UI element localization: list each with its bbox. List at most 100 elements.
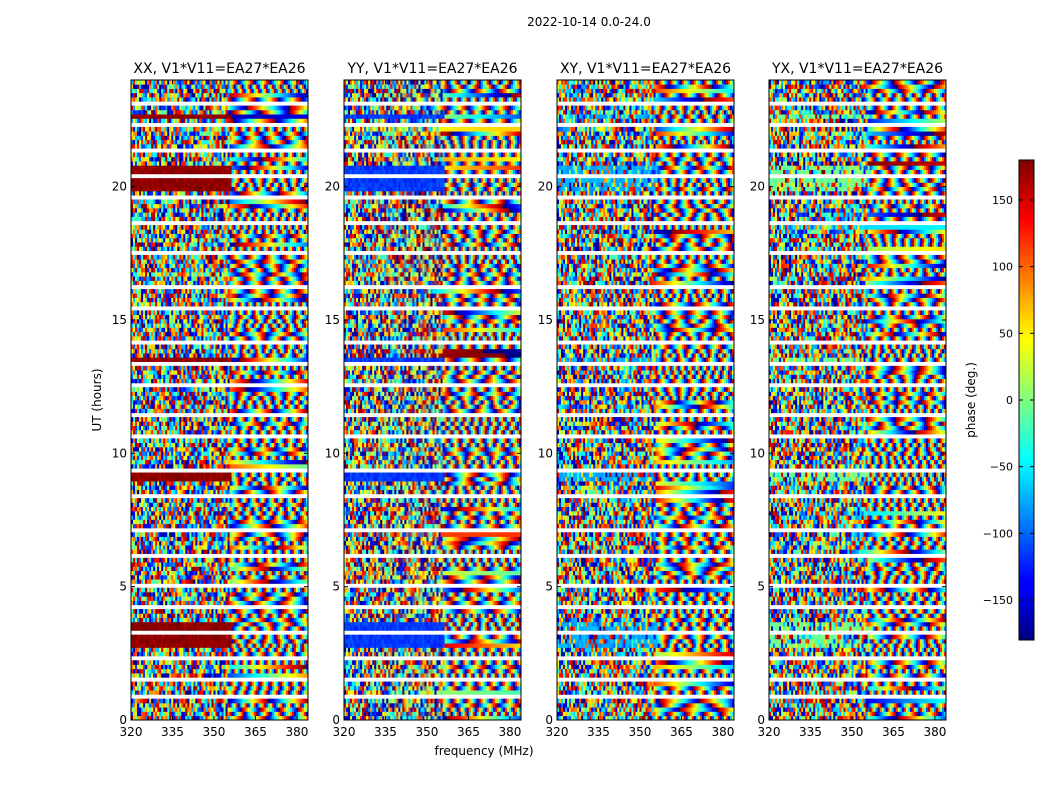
phase-cell xyxy=(167,686,169,691)
phase-cell xyxy=(238,711,240,716)
phase-cell xyxy=(272,711,274,716)
phase-cell xyxy=(270,711,272,716)
phase-cell xyxy=(199,711,201,716)
phase-cell xyxy=(290,686,292,691)
phase-cell xyxy=(260,707,262,712)
phase-cell xyxy=(302,711,304,716)
phase-cell xyxy=(149,699,151,704)
phase-cell xyxy=(296,686,298,691)
phase-cell xyxy=(220,690,222,695)
phase-cell xyxy=(244,711,246,716)
phase-cell xyxy=(276,711,278,716)
phase-cell xyxy=(173,711,175,716)
phase-cell xyxy=(157,699,159,704)
phase-cell xyxy=(290,711,292,716)
phase-cell xyxy=(217,703,219,708)
phase-cell xyxy=(228,690,230,695)
phase-cell xyxy=(260,699,262,704)
phase-cell xyxy=(238,690,240,695)
phase-cell xyxy=(159,690,161,695)
phase-cell xyxy=(286,690,288,695)
phase-cell xyxy=(282,711,284,716)
phase-cell xyxy=(201,707,203,712)
phase-cell xyxy=(211,686,213,691)
phase-cell xyxy=(195,690,197,695)
phase-cell xyxy=(226,690,228,695)
phase-cell xyxy=(201,690,203,695)
phase-cell xyxy=(161,703,163,708)
phase-cell xyxy=(215,690,217,695)
phase-cell xyxy=(171,707,173,712)
phase-cell xyxy=(157,703,159,708)
phase-cell xyxy=(260,711,262,716)
phase-cell xyxy=(137,686,139,691)
phase-cell xyxy=(258,703,260,708)
phase-cell xyxy=(173,690,175,695)
phase-cell xyxy=(185,686,187,691)
phase-cell xyxy=(220,686,222,691)
phase-cell xyxy=(163,707,165,712)
phase-cell xyxy=(252,686,254,691)
phase-cell xyxy=(141,711,143,716)
phase-cell xyxy=(298,699,300,704)
phase-cell xyxy=(183,707,185,712)
phase-cell xyxy=(244,690,246,695)
phase-cell xyxy=(133,699,135,704)
phase-cell xyxy=(191,707,193,712)
phase-cell xyxy=(181,686,183,691)
phase-cell xyxy=(234,703,236,708)
phase-cell xyxy=(187,699,189,704)
phase-cell xyxy=(189,699,191,704)
phase-cell xyxy=(183,686,185,691)
phase-cell xyxy=(169,703,171,708)
phase-cell xyxy=(274,690,276,695)
phase-cell xyxy=(276,699,278,704)
phase-cell xyxy=(205,711,207,716)
phase-cell xyxy=(248,703,250,708)
phase-cell xyxy=(232,699,234,704)
phase-cell xyxy=(236,711,238,716)
phase-cell xyxy=(222,707,224,712)
phase-cell xyxy=(153,703,155,708)
phase-cell xyxy=(133,711,135,716)
phase-cell xyxy=(207,699,209,704)
phase-cell xyxy=(181,699,183,704)
phase-cell xyxy=(195,707,197,712)
phase-cell xyxy=(213,699,215,704)
phase-cell xyxy=(248,707,250,712)
phase-cell xyxy=(236,690,238,695)
phase-cell xyxy=(264,703,266,708)
phase-cell xyxy=(161,686,163,691)
phase-cell xyxy=(159,686,161,691)
phase-cell xyxy=(292,707,294,712)
phase-cell xyxy=(145,686,147,691)
phase-cell xyxy=(264,686,266,691)
phase-cell xyxy=(169,711,171,716)
phase-cell xyxy=(153,699,155,704)
phase-cell xyxy=(209,707,211,712)
phase-cell xyxy=(296,703,298,708)
phase-cell xyxy=(296,707,298,712)
phase-cell xyxy=(238,707,240,712)
phase-cell xyxy=(157,690,159,695)
phase-cell xyxy=(292,686,294,691)
phase-cell xyxy=(244,707,246,712)
phase-cell xyxy=(155,711,157,716)
phase-cell xyxy=(284,690,286,695)
phase-cell xyxy=(169,690,171,695)
phase-cell xyxy=(157,686,159,691)
phase-cell xyxy=(238,703,240,708)
phase-cell xyxy=(153,686,155,691)
phase-cell xyxy=(276,686,278,691)
phase-cell xyxy=(175,703,177,708)
phase-cell xyxy=(256,703,258,708)
phase-cell xyxy=(207,703,209,708)
phase-cell xyxy=(258,707,260,712)
phase-cell xyxy=(300,703,302,708)
phase-cell xyxy=(213,690,215,695)
phase-cell xyxy=(226,711,228,716)
phase-cell xyxy=(262,703,264,708)
phase-cell xyxy=(266,703,268,708)
phase-cell xyxy=(272,699,274,704)
phase-cell xyxy=(266,711,268,716)
